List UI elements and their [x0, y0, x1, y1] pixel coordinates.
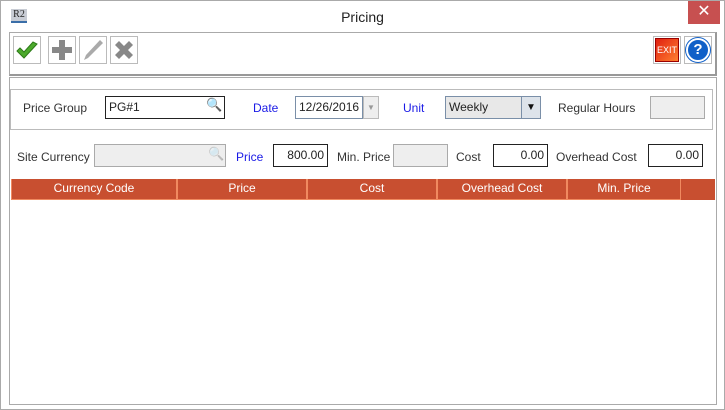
- x-icon: [115, 41, 133, 59]
- cost-label: Cost: [456, 150, 481, 164]
- column-header-cost[interactable]: Cost: [307, 179, 437, 200]
- price-group-label: Price Group: [23, 101, 88, 115]
- window-title: Pricing: [341, 9, 384, 25]
- add-button[interactable]: [48, 36, 76, 64]
- question-icon: ?: [686, 38, 710, 62]
- overhead-cost-input[interactable]: 0.00: [648, 144, 703, 167]
- min-price-input: [393, 144, 448, 167]
- pencil-icon: [84, 40, 103, 60]
- column-header-currency-code[interactable]: Currency Code: [11, 179, 177, 200]
- price-group-input[interactable]: PG#1: [105, 96, 225, 119]
- check-icon: [16, 41, 38, 59]
- search-icon[interactable]: 🔍: [206, 97, 223, 112]
- exit-button[interactable]: EXIT: [653, 36, 681, 64]
- regular-hours-label: Regular Hours: [558, 101, 636, 115]
- column-header-min-price[interactable]: Min. Price: [567, 179, 681, 200]
- chevron-down-icon[interactable]: ▼: [521, 96, 541, 119]
- price-input[interactable]: 800.00: [273, 144, 328, 167]
- cost-input[interactable]: 0.00: [493, 144, 548, 167]
- price-label: Price: [236, 150, 264, 164]
- date-dropdown-button[interactable]: ▼: [363, 96, 379, 119]
- site-currency-label: Site Currency: [17, 150, 90, 164]
- plus-icon: [52, 40, 72, 60]
- column-header-overhead-cost[interactable]: Overhead Cost: [437, 179, 567, 200]
- close-button[interactable]: ✕: [688, 1, 720, 24]
- unit-select[interactable]: Weekly: [445, 96, 522, 119]
- header-group: [10, 89, 713, 130]
- exit-icon: EXIT: [655, 38, 679, 62]
- site-currency-input: [94, 144, 226, 167]
- table-body[interactable]: [11, 200, 715, 400]
- date-label: Date: [253, 101, 279, 115]
- search-icon: 🔍: [208, 146, 225, 161]
- save-button[interactable]: [13, 36, 41, 64]
- edit-button[interactable]: [79, 36, 107, 64]
- help-button[interactable]: ?: [684, 36, 712, 64]
- regular-hours-input: [650, 96, 705, 119]
- overhead-cost-label: Overhead Cost: [556, 150, 637, 164]
- column-header-price[interactable]: Price: [177, 179, 307, 200]
- delete-button[interactable]: [110, 36, 138, 64]
- date-input[interactable]: 12/26/2016: [295, 96, 363, 119]
- min-price-label: Min. Price: [337, 150, 391, 164]
- table-header: Currency Code Price Cost Overhead Cost M…: [11, 179, 715, 200]
- unit-label: Unit: [403, 101, 425, 115]
- app-icon: R2: [11, 9, 27, 23]
